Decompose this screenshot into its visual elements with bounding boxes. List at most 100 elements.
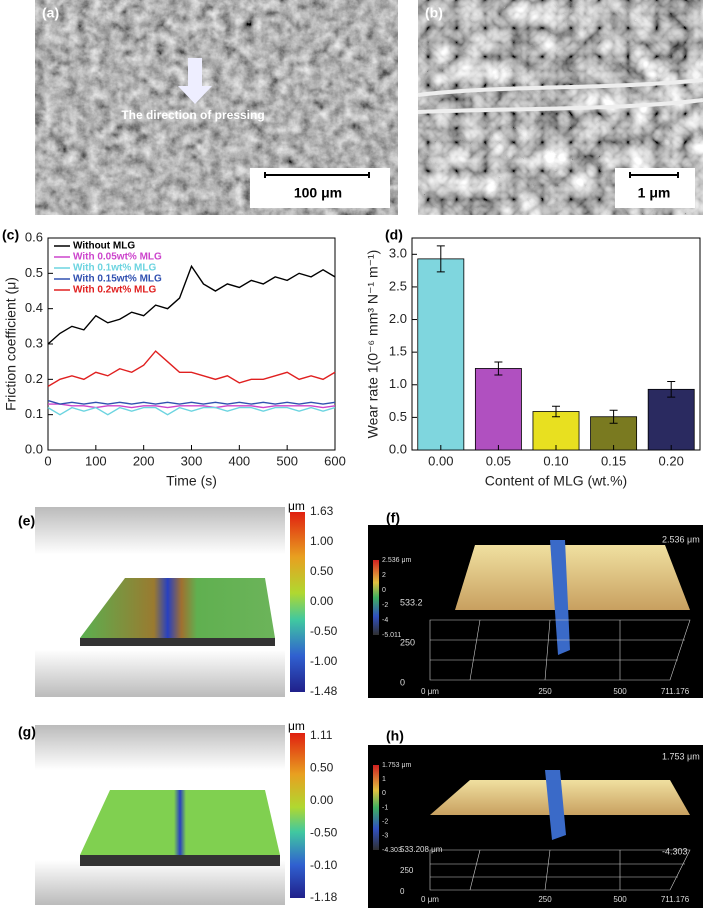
colorbar — [290, 733, 305, 898]
x-tick-label: 0.20 — [659, 453, 684, 468]
panel-label: (d) — [385, 227, 403, 243]
colorbar-label: -4.303 — [382, 847, 402, 854]
x-tick-label: 300 — [181, 453, 203, 468]
panel-label: (a) — [42, 5, 59, 21]
x-tick-label: 500 — [613, 687, 627, 696]
max-label: 2.536 μm — [662, 534, 700, 544]
colorbar-label: -1.00 — [310, 654, 338, 668]
colorbar — [373, 765, 379, 850]
y-tick-label: 2.0 — [389, 311, 407, 326]
x-tick-label: 250 — [538, 687, 552, 696]
y-axis-title: Friction coefficient (μ) — [3, 277, 19, 411]
colorbar-label: -5.011 — [382, 632, 401, 639]
x-tick-label: 0.05 — [486, 453, 511, 468]
panel-label: (f) — [386, 510, 400, 526]
x-tick-label: 0.15 — [601, 453, 626, 468]
x-tick-label: 0 μm — [421, 687, 439, 696]
colorbar-label: 533.208 μm — [400, 845, 443, 854]
panel-label: (b) — [425, 5, 443, 21]
x-tick-label: 711.176 — [661, 895, 690, 904]
colorbar-label: 0 — [382, 790, 386, 797]
x-tick-label: 200 — [133, 453, 155, 468]
y-tick-label: 0.0 — [389, 441, 407, 456]
colorbar-label: 0.50 — [310, 564, 334, 578]
max-label: 1.753 μm — [662, 751, 700, 761]
grid-floor — [429, 849, 691, 891]
error-bar — [552, 405, 560, 418]
x-tick-label: 0 — [44, 453, 51, 468]
y-tick-label: 0.6 — [25, 229, 43, 244]
y-tick-label: 0.0 — [25, 441, 43, 456]
colorbar-label: 0 — [382, 587, 386, 594]
colorbar-label: 1.11 — [310, 728, 333, 742]
colorbar-label: -4 — [382, 617, 388, 624]
y-tick-label: 0.3 — [25, 335, 43, 350]
annotation: The direction of pressing — [121, 108, 264, 122]
y-tick-label: 1.5 — [389, 344, 407, 359]
colorbar-label: 2 — [382, 572, 386, 579]
colorbar-label: -2 — [382, 819, 388, 826]
panel-label: (g) — [18, 724, 36, 740]
y-tick-label: 0.5 — [25, 265, 43, 280]
bar — [532, 411, 580, 451]
x-tick-label: 500 — [613, 895, 627, 904]
x-tick-label: 0.10 — [543, 453, 568, 468]
colorbar-label: 1.753 μm — [382, 762, 411, 769]
colorbar-labels: 2.536 μm 2 0 -2 -4 -5.011 — [382, 557, 411, 639]
legend-label: With 0.1wt% MLG — [73, 263, 156, 274]
y-tick-label: 3.0 — [389, 246, 407, 261]
colorbar-label: -1.18 — [310, 890, 338, 904]
panel-label: (h) — [386, 728, 404, 744]
x-axis-title: Content of MLG (wt.%) — [485, 473, 627, 489]
surface-side — [80, 638, 275, 646]
colorbar-labels: 1.753 μm 1 0 -1 -2 -3 -4.303 — [382, 762, 411, 854]
x-tick-label: 0.00 — [428, 453, 453, 468]
colorbar-label: -0.50 — [310, 624, 338, 638]
wear-track — [550, 540, 570, 655]
x-tick-label: 0 μm — [421, 895, 439, 904]
colorbar-label: -2 — [382, 602, 388, 609]
bar — [474, 368, 522, 451]
colorbar-label: 1.00 — [310, 534, 334, 548]
x-tick-label: 400 — [228, 453, 250, 468]
legend-label: With 0.05wt% MLG — [73, 252, 162, 263]
legend-label: With 0.15wt% MLG — [73, 274, 162, 285]
colorbar-label: 0.50 — [310, 761, 334, 775]
line-series — [47, 399, 336, 405]
x-tick-label: 250 — [538, 895, 552, 904]
y-tick-label: 1.0 — [389, 376, 407, 391]
colorbar-label: -0.10 — [310, 858, 338, 872]
colorbar-label: 250 — [400, 637, 415, 647]
scale-label: 100 μm — [294, 185, 342, 201]
error-bar — [436, 245, 445, 273]
error-bar — [609, 409, 618, 424]
line-series — [47, 350, 336, 388]
colorbar-label: -1.48 — [310, 684, 338, 698]
y-tick-label: 0.4 — [25, 300, 43, 315]
render-bg — [368, 745, 703, 908]
colorbar-label: 2.536 μm — [382, 557, 411, 564]
colorbar-label: 0 — [400, 887, 405, 896]
line-series — [48, 403, 336, 409]
colorbar-unit: μm — [288, 719, 305, 733]
x-tick-label: 711.176 — [661, 687, 690, 696]
x-tick-label: 500 — [276, 453, 298, 468]
error-bar — [667, 381, 676, 398]
colorbar-label: -0.50 — [310, 825, 338, 839]
colorbar — [373, 560, 379, 635]
min-label: -4.303 — [662, 846, 688, 856]
surface — [455, 545, 690, 610]
scale-bar — [629, 172, 679, 178]
colorbar-label: 533.2 — [400, 597, 423, 607]
colorbar-label: -1 — [382, 804, 388, 811]
y-tick-label: 0.2 — [25, 371, 43, 386]
colorbar-label: 0.00 — [310, 594, 334, 608]
grid-floor — [429, 619, 691, 681]
bar — [647, 388, 695, 451]
y-tick-label: 0.1 — [25, 406, 43, 421]
colorbar-labels: 1.63 1.00 0.50 0.00 -0.50 -1.00 -1.48 — [310, 504, 338, 698]
surface — [80, 790, 280, 855]
surface — [80, 578, 275, 638]
layer-edge — [417, 78, 704, 114]
